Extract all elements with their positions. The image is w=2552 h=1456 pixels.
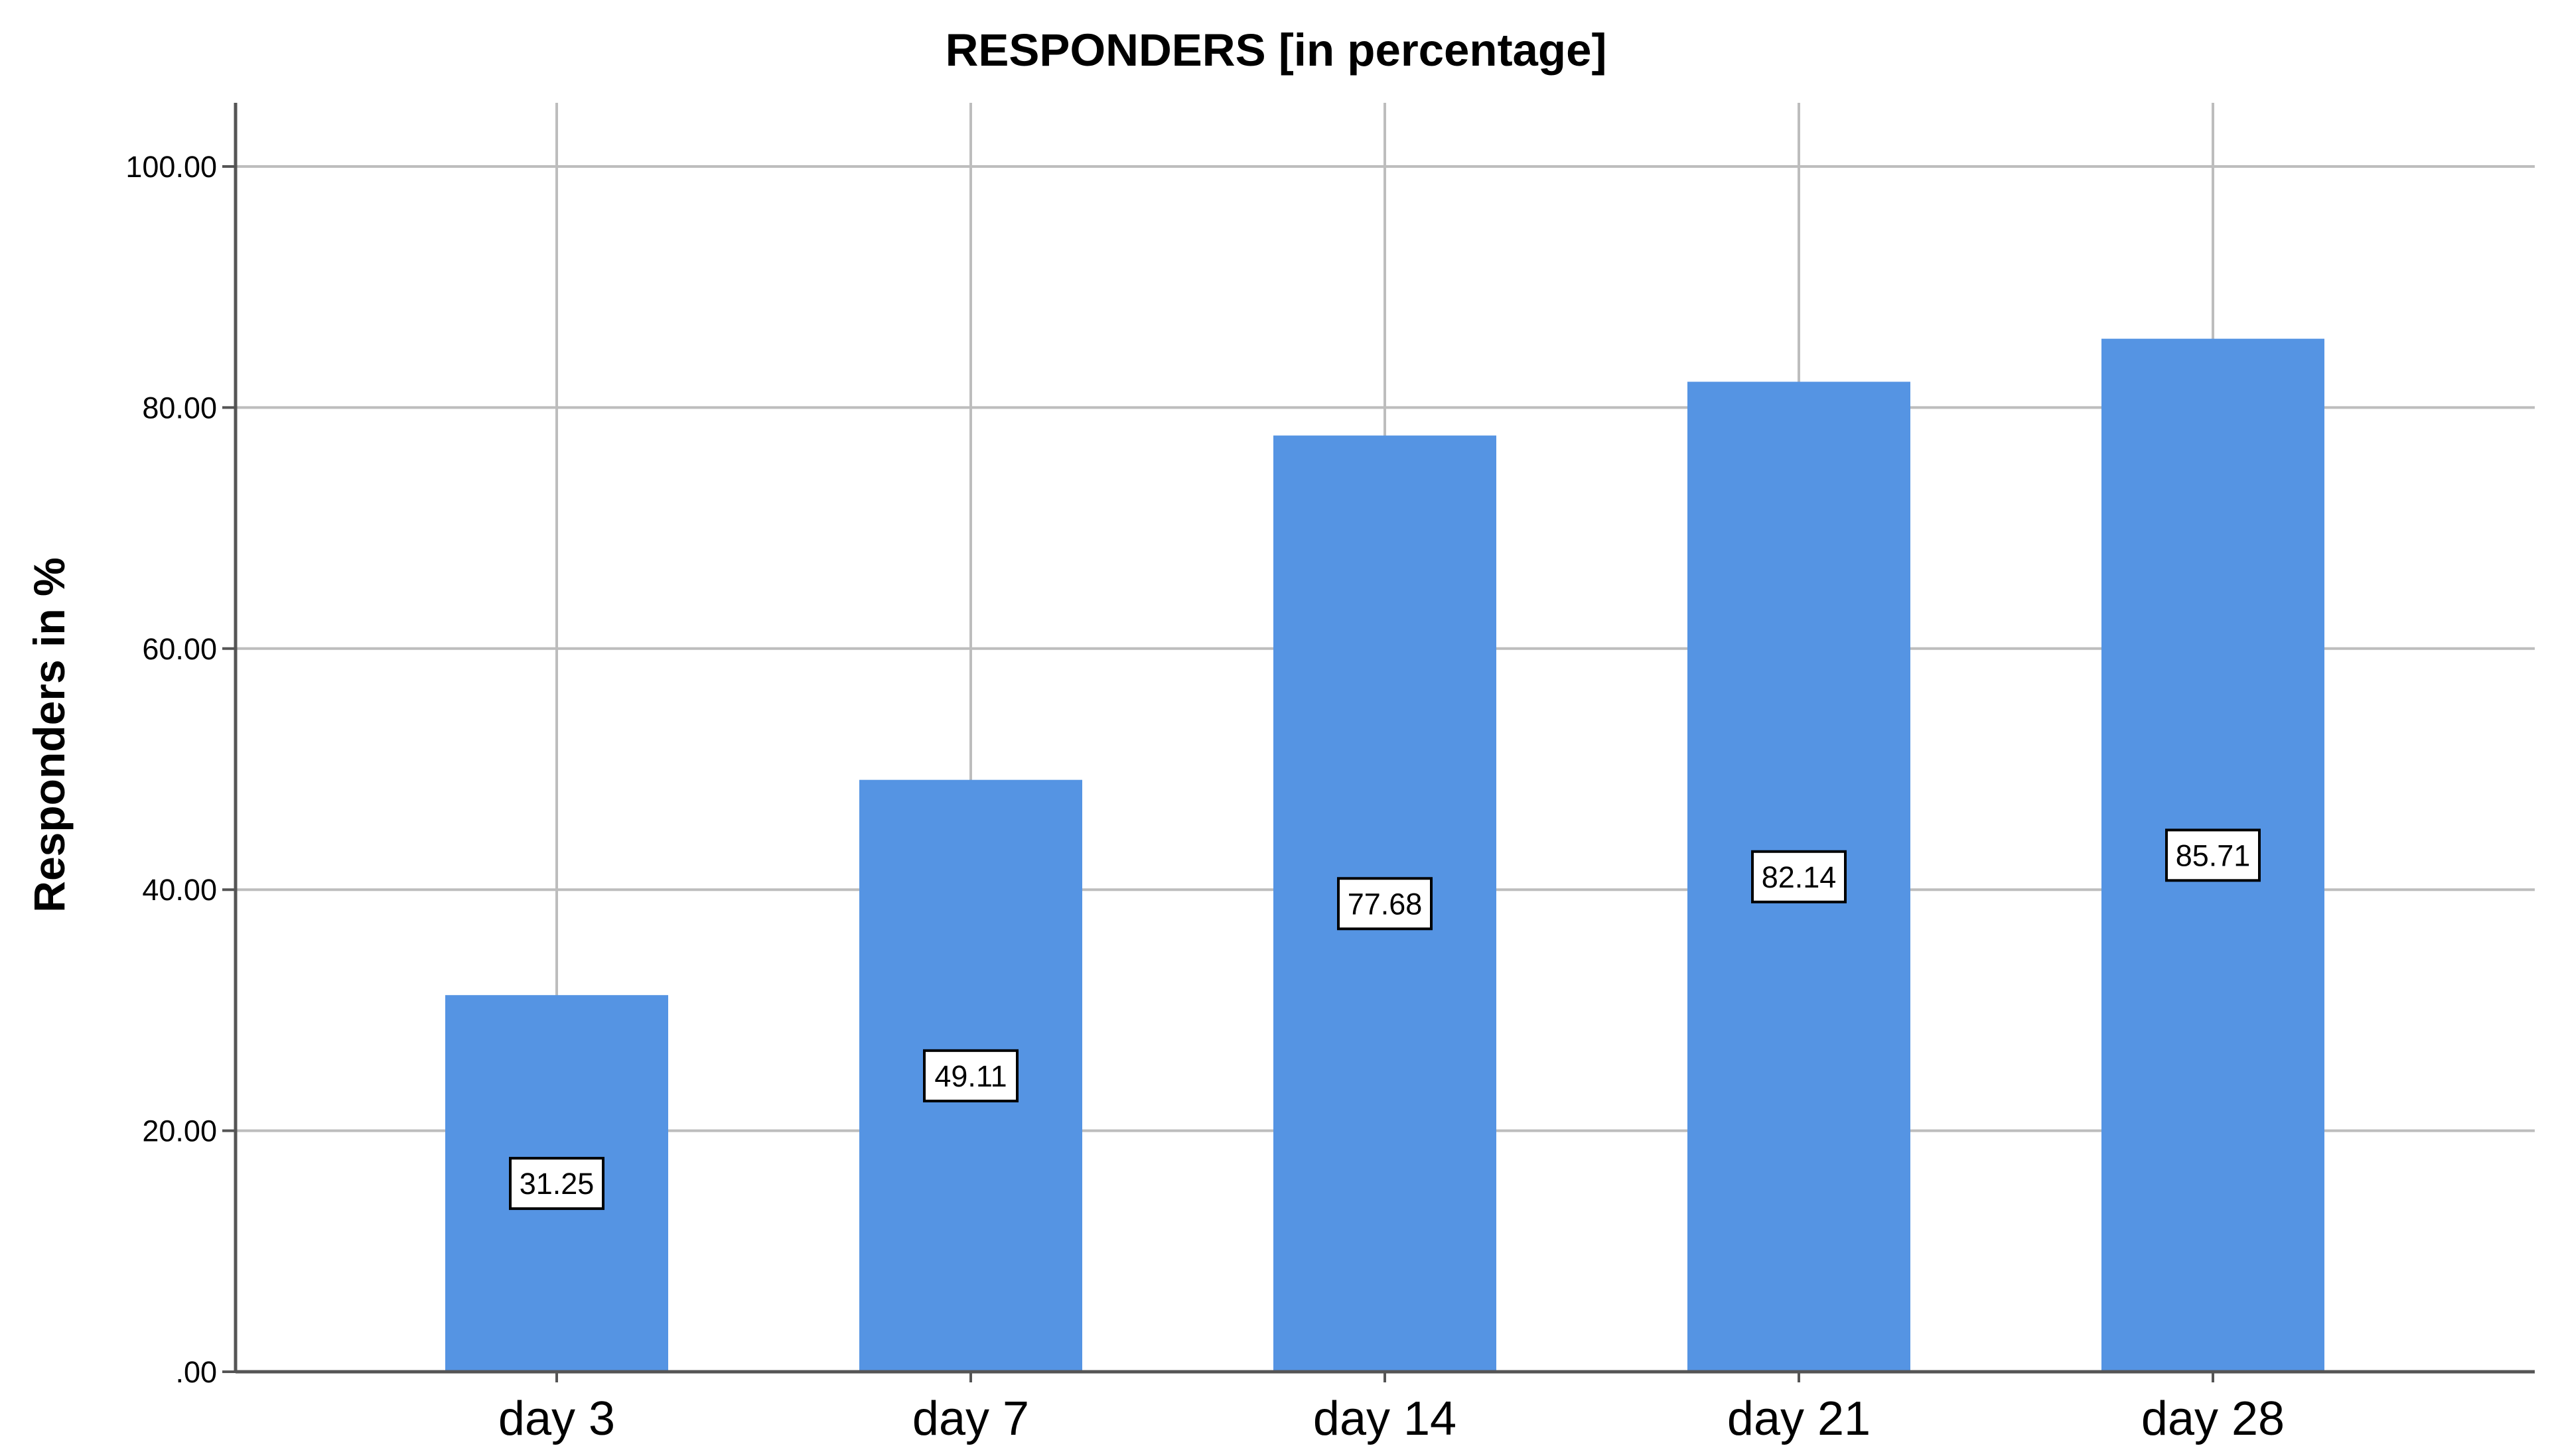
y-tick-label: 40.00 [142,873,217,907]
data-label: 85.71 [2176,838,2251,872]
data-label: 77.68 [1348,887,1423,921]
x-tick-label: day 3 [498,1392,615,1445]
data-label-box [1751,850,1847,903]
x-tick-label: day 14 [1313,1392,1456,1445]
data-label-box [2165,828,2261,882]
chart-title: RESPONDERS [in percentage] [946,25,1607,76]
y-tick-label: 20.00 [142,1114,217,1148]
x-tick-label: day 7 [912,1392,1029,1445]
y-tick-label: 80.00 [142,391,217,425]
data-label-box [509,1157,604,1211]
x-tick-label: day 21 [1727,1392,1871,1445]
data-label-box [1337,877,1433,931]
y-tick-label: 100.00 [125,150,217,184]
y-tick-label: .00 [175,1355,217,1389]
data-label: 31.25 [520,1167,595,1201]
data-label: 82.14 [1762,860,1837,894]
y-tick-label: 60.00 [142,632,217,666]
y-axis-label: Responders in % [25,557,74,912]
x-tick-label: day 28 [2141,1392,2285,1445]
data-label: 49.11 [934,1059,1007,1093]
data-label-box [923,1049,1019,1102]
